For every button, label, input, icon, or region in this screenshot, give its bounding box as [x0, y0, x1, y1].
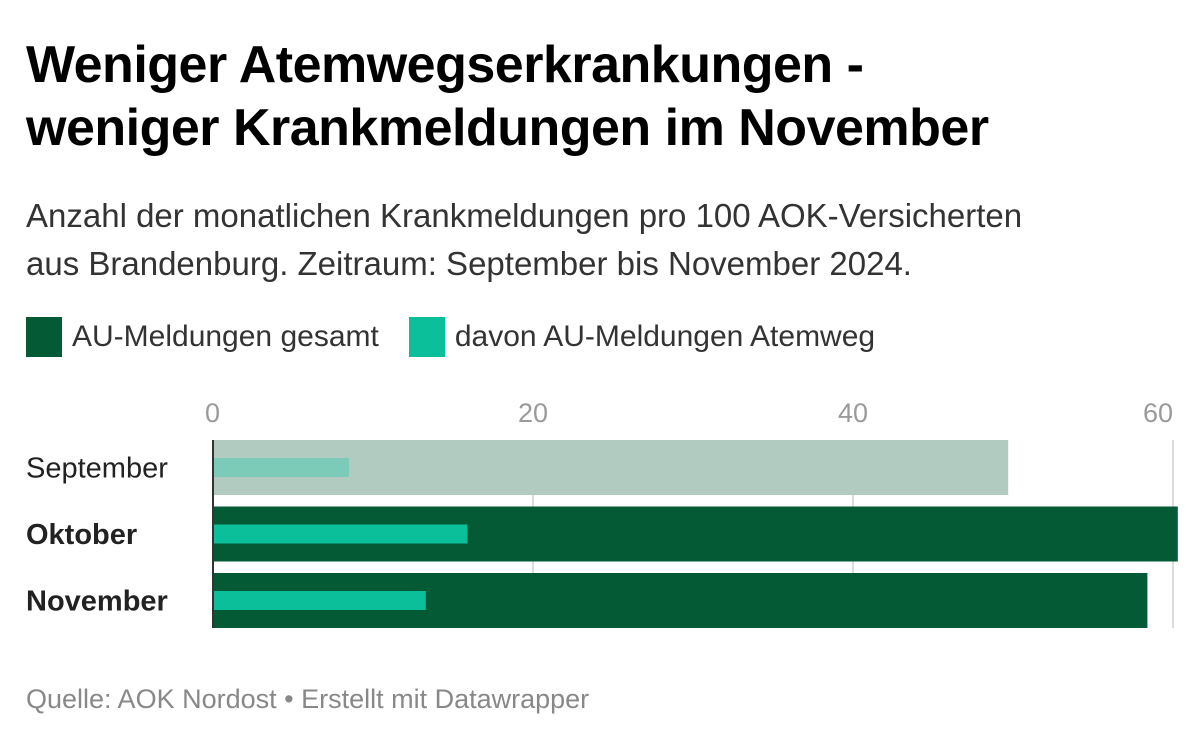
legend-item-respiratory: davon AU-Meldungen Atemweg	[408, 317, 876, 357]
legend-label-respiratory: davon AU-Meldungen Atemweg	[454, 320, 876, 353]
category-label-september: September	[26, 453, 168, 485]
x-tick-label: 60	[1143, 398, 1173, 428]
x-tick-label: 40	[838, 398, 868, 428]
category-label-november: November	[26, 586, 168, 618]
bar-respiratory-september	[213, 458, 349, 477]
legend-swatch-respiratory	[408, 317, 445, 357]
x-tick-label: 0	[205, 398, 220, 428]
legend-swatch-total	[26, 317, 62, 357]
bar-respiratory-oktober	[213, 524, 468, 544]
chart-legend: AU-Meldungen gesamt davon AU-Meldungen A…	[26, 316, 905, 358]
bar-respiratory-november	[213, 591, 426, 610]
chart-title: Weniger Atemwegserkrankungen - weniger Kr…	[26, 34, 1176, 160]
bar-chart: 0 20 40 60 September Oktober November	[26, 398, 1178, 628]
title-line-1: Weniger Atemwegserkrankungen -	[26, 36, 864, 94]
subtitle-line-2: aus Brandenburg. Zeitraum: September bis…	[26, 245, 912, 282]
legend-item-total: AU-Meldungen gesamt	[26, 317, 379, 357]
category-label-oktober: Oktober	[26, 519, 137, 551]
legend-label-total: AU-Meldungen gesamt	[72, 320, 379, 353]
chart-subtitle: Anzahl der monatlichen Krankmeldungen pr…	[26, 192, 1186, 288]
source-note: Quelle: AOK Nordost • Erstellt mit Dataw…	[26, 684, 590, 714]
subtitle-line-1: Anzahl der monatlichen Krankmeldungen pr…	[26, 197, 1023, 234]
x-tick-label: 20	[518, 398, 548, 428]
title-line-2: weniger Krankmeldungen im November	[26, 99, 989, 157]
